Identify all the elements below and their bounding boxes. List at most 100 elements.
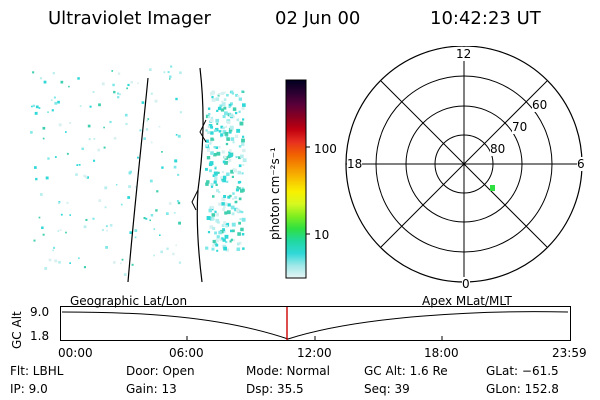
timeline-frame — [60, 306, 571, 341]
emission-pixel — [129, 170, 132, 174]
emission-pixel — [213, 180, 217, 184]
status-seq: Seq: 39 — [364, 382, 410, 396]
emission-pixel — [210, 185, 214, 188]
lat-label-60: 60 — [532, 98, 548, 112]
emission-pixel — [206, 216, 211, 220]
emission-pixel — [154, 99, 158, 103]
emission-pixel — [104, 186, 108, 190]
emission-pixel — [242, 90, 245, 93]
emission-pixel — [58, 201, 61, 204]
lat-label-70: 70 — [512, 120, 528, 134]
emission-pixel — [212, 244, 215, 247]
emission-pixel — [214, 167, 217, 170]
emission-pixel — [236, 247, 240, 251]
emission-pixel — [163, 71, 166, 74]
emission-pixel — [232, 192, 235, 195]
emission-pixel — [209, 225, 214, 229]
emission-pixel — [58, 261, 61, 264]
emission-pixel — [35, 177, 38, 181]
emission-pixel — [66, 201, 69, 204]
emission-pixel — [218, 202, 222, 206]
emission-pixel — [87, 124, 91, 128]
emission-pixel — [221, 197, 226, 202]
emission-pixel — [208, 162, 213, 167]
coastline-fragment — [191, 189, 199, 211]
emission-pixel — [229, 240, 232, 243]
emission-pixel — [149, 219, 151, 222]
emission-pixel — [223, 195, 227, 198]
status-dsp: Dsp: 35.5 — [246, 382, 304, 396]
emission-pixel — [60, 80, 64, 84]
emission-pixel — [206, 180, 210, 184]
emission-pixel — [176, 200, 180, 203]
emission-pixel — [205, 167, 208, 171]
emission-pixel — [53, 96, 56, 99]
emission-pixel — [170, 65, 173, 68]
emission-pixel — [238, 110, 241, 113]
emission-pixel — [216, 122, 219, 125]
emission-pixel — [42, 233, 45, 236]
timeline-y-top: 9.0 — [30, 305, 50, 319]
emission-pixel — [218, 190, 221, 194]
emission-pixel — [69, 122, 72, 124]
emission-pixel — [109, 224, 113, 227]
emission-pixel — [115, 184, 118, 186]
emission-pixel — [222, 178, 227, 183]
emission-pixel — [147, 118, 150, 120]
emission-pixel — [65, 131, 67, 133]
emission-pixel — [54, 259, 58, 263]
emission-pixel — [169, 78, 171, 80]
emission-pixel — [210, 151, 214, 155]
emission-pixel — [166, 212, 169, 215]
colorbar-unit-label: photon cm⁻²s⁻¹ — [268, 147, 282, 240]
emission-pixel — [215, 212, 219, 217]
emission-pixel — [236, 186, 239, 189]
emission-pixel — [101, 229, 104, 231]
emission-pixel — [93, 159, 96, 162]
emission-pixel — [230, 169, 234, 174]
emission-pixel — [215, 238, 219, 243]
emission-pixel — [216, 189, 220, 193]
emission-pixel — [224, 234, 229, 239]
emission-pixel — [229, 149, 232, 152]
emission-pixel — [230, 205, 235, 210]
emission-pixel — [225, 134, 229, 138]
timeline-tick-1200: 12:00 — [297, 346, 332, 360]
emission-pixel — [228, 112, 231, 115]
emission-pixel — [150, 141, 153, 144]
emission-pixel — [85, 218, 88, 221]
emission-pixel — [131, 263, 134, 266]
emission-pixel — [210, 92, 214, 96]
emission-pixel — [98, 103, 101, 107]
emission-pixel — [113, 90, 116, 94]
emission-pixel — [223, 206, 226, 209]
emission-pixel — [211, 98, 216, 102]
timeline-axis-label: GC Alt — [10, 311, 24, 349]
emission-pixel — [39, 77, 42, 80]
emission-pixel — [235, 93, 238, 97]
emission-pixel — [225, 240, 228, 244]
emission-pixel — [79, 105, 82, 107]
emission-pixel — [34, 166, 37, 169]
emission-pixel — [206, 156, 211, 160]
emission-pixel — [239, 210, 242, 213]
emission-pixel — [207, 115, 210, 118]
emission-pixel — [178, 261, 182, 264]
emission-pixel — [117, 92, 120, 95]
emission-pixel — [86, 176, 89, 179]
emission-pixel — [238, 145, 242, 148]
emission-pixel — [226, 180, 229, 183]
emission-pixel — [97, 148, 101, 152]
emission-pixel — [235, 200, 238, 203]
emission-pixel — [222, 229, 226, 233]
emission-pixel — [215, 218, 219, 223]
emission-pixel — [42, 126, 46, 130]
mlt-label-18: 18 — [347, 157, 363, 171]
emission-pixel — [218, 130, 222, 133]
emission-pixel — [106, 229, 108, 232]
emission-pixel — [220, 229, 224, 234]
status-gain: Gain: 13 — [126, 382, 177, 396]
emission-pixel — [179, 71, 182, 75]
emission-pixel — [127, 196, 131, 199]
emission-pixel — [173, 165, 177, 169]
